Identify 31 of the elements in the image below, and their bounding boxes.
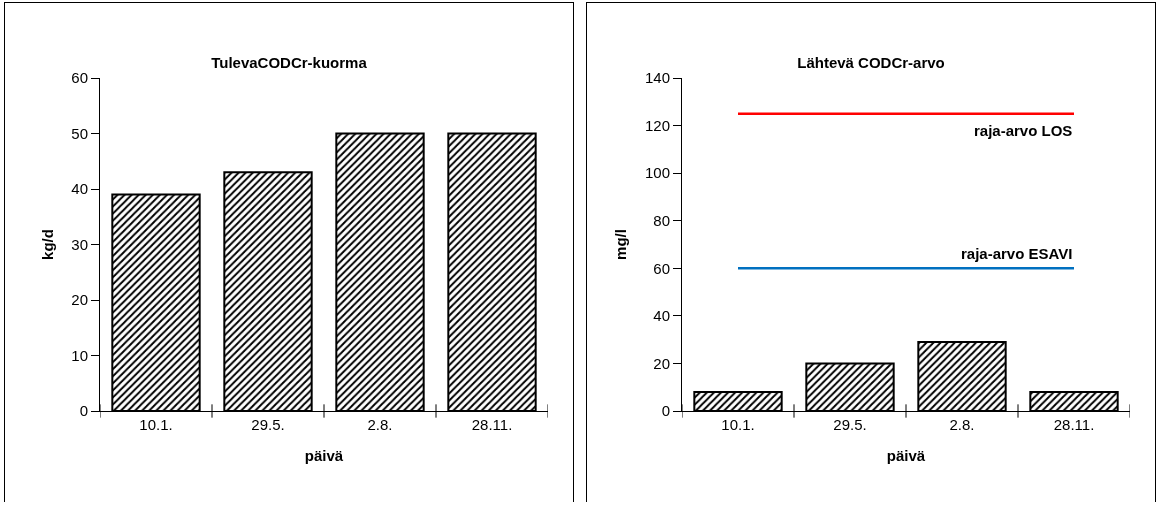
- y-tick-label: 140: [644, 69, 670, 87]
- x-tick-label: 10.1.: [139, 416, 173, 433]
- y-tick-label: 0: [79, 402, 88, 420]
- y-tick-label: 40: [653, 307, 670, 325]
- x-axis-title: päivä: [886, 447, 926, 464]
- ref-line-label: raja-arvo LOS: [974, 122, 1073, 139]
- y-tick-label: 100: [644, 164, 670, 182]
- y-tick-label: 120: [644, 116, 670, 134]
- y-tick-label: 10: [71, 346, 88, 364]
- y-tick-label: 30: [71, 235, 88, 253]
- y-tick-label: 60: [653, 259, 670, 277]
- y-tick-label: 60: [71, 69, 88, 87]
- y-tick-label: 20: [71, 291, 88, 309]
- x-axis-title: päivä: [304, 447, 344, 464]
- y-tick-label: 20: [653, 354, 670, 372]
- chart-title: Lähtevä CODCr-arvo: [797, 54, 945, 72]
- y-tick-label: 40: [71, 180, 88, 198]
- x-tick-label: 28.11.: [471, 416, 513, 433]
- chart-title: TulevaCODCr-kuorma: [211, 54, 368, 72]
- x-tick-label: 2.8.: [367, 416, 393, 433]
- x-tick-label: 28.11.: [1053, 416, 1095, 433]
- ref-line-label: raja-arvo ESAVI: [961, 245, 1073, 262]
- x-tick-label: 2.8.: [949, 416, 975, 433]
- x-tick-label: 29.5.: [251, 416, 285, 433]
- y-tick-label: 50: [71, 124, 88, 142]
- y-tick-label: 80: [653, 211, 670, 229]
- y-axis-title: kg/d: [38, 229, 56, 260]
- y-tick-label: 0: [661, 402, 670, 420]
- x-tick-label: 10.1.: [721, 416, 755, 433]
- y-axis-title: mg/l: [612, 229, 630, 260]
- x-tick-label: 29.5.: [833, 416, 867, 433]
